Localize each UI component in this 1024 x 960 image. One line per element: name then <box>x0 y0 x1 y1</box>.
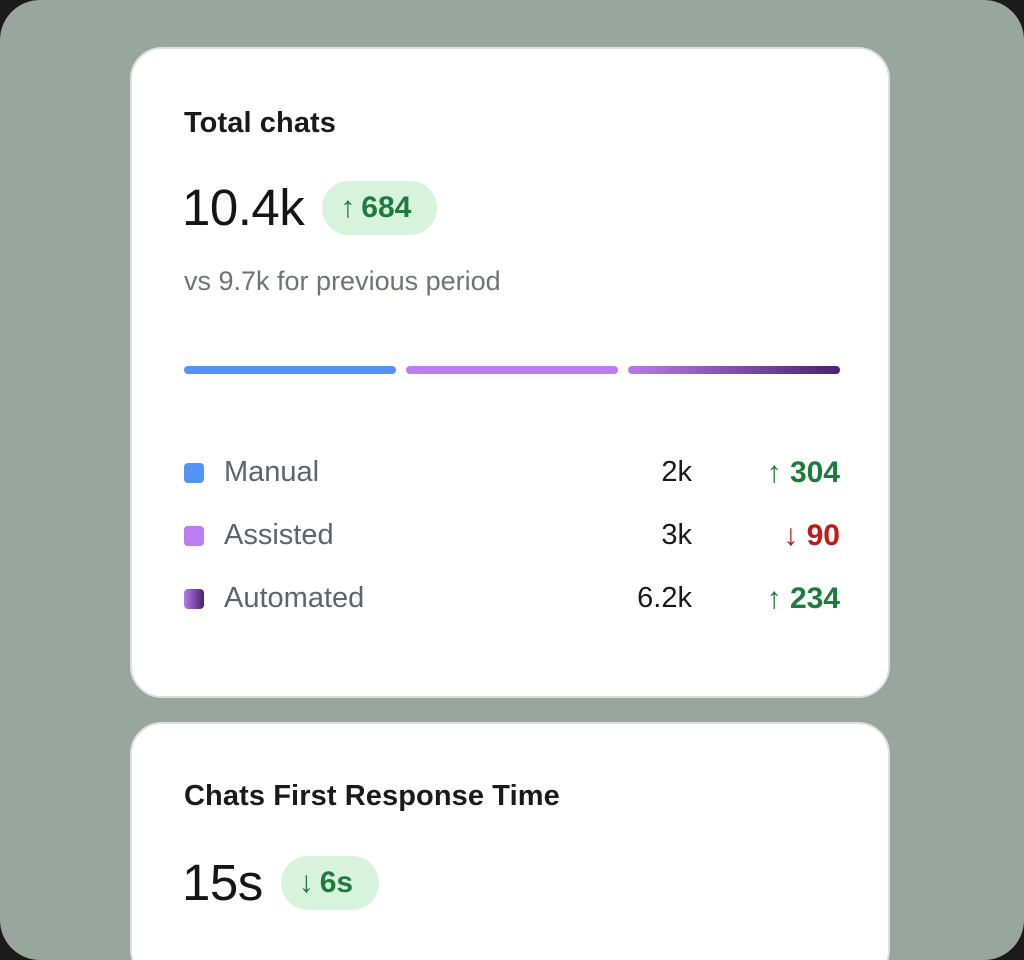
breakdown-list: Manual 2k ↑ 304 Assisted 3k ↓ 90 Automat… <box>184 441 840 630</box>
breakdown-label: Automated <box>224 582 365 614</box>
breakdown-count: 3k <box>661 519 692 551</box>
arrow-up-icon: ↑ <box>766 581 782 615</box>
delta-badge: ↓ 6s <box>280 856 380 910</box>
breakdown-delta: ↓ 90 <box>783 519 840 553</box>
distribution-bar-assisted <box>406 366 618 374</box>
metric-row: 15s ↓ 6s <box>182 852 380 914</box>
metric-row: 10.4k ↑ 684 <box>182 177 438 239</box>
card-title: Total chats <box>184 107 337 139</box>
comparison-text: vs 9.7k for previous period <box>184 266 501 296</box>
manual-swatch <box>184 462 204 483</box>
card-title: Chats First Response Time <box>184 780 560 812</box>
breakdown-delta: ↑ 304 <box>767 456 840 490</box>
delta-value: 304 <box>789 455 840 489</box>
delta-value: 234 <box>789 581 840 615</box>
breakdown-row-assisted: Assisted 3k ↓ 90 <box>184 504 840 567</box>
arrow-down-icon: ↓ <box>783 518 799 552</box>
total-chats-card: Total chats 10.4k ↑ 684 vs 9.7k for prev… <box>130 47 890 698</box>
delta-value: 6s <box>319 866 354 899</box>
breakdown-label: Manual <box>224 456 320 488</box>
breakdown-label: Assisted <box>224 519 334 551</box>
total-chats-value: 10.4k <box>182 179 305 236</box>
delta-value: 90 <box>806 518 840 552</box>
assisted-swatch <box>184 525 204 546</box>
delta-badge: ↑ 684 <box>322 181 438 235</box>
arrow-up-icon: ↑ <box>340 191 356 224</box>
distribution-bar-automated <box>628 366 840 374</box>
first-response-time-card: Chats First Response Time 15s ↓ 6s <box>130 722 890 960</box>
breakdown-row-manual: Manual 2k ↑ 304 <box>184 441 840 504</box>
distribution-bar-manual <box>184 366 396 374</box>
arrow-down-icon: ↓ <box>298 866 314 899</box>
arrow-up-icon: ↑ <box>766 455 782 489</box>
breakdown-count: 6.2k <box>637 582 692 614</box>
breakdown-delta: ↑ 234 <box>767 582 840 616</box>
breakdown-count: 2k <box>661 456 692 488</box>
automated-swatch <box>184 588 204 609</box>
breakdown-row-automated: Automated 6.2k ↑ 234 <box>184 567 840 630</box>
delta-value: 684 <box>361 191 412 224</box>
first-response-time-value: 15s <box>182 854 263 911</box>
